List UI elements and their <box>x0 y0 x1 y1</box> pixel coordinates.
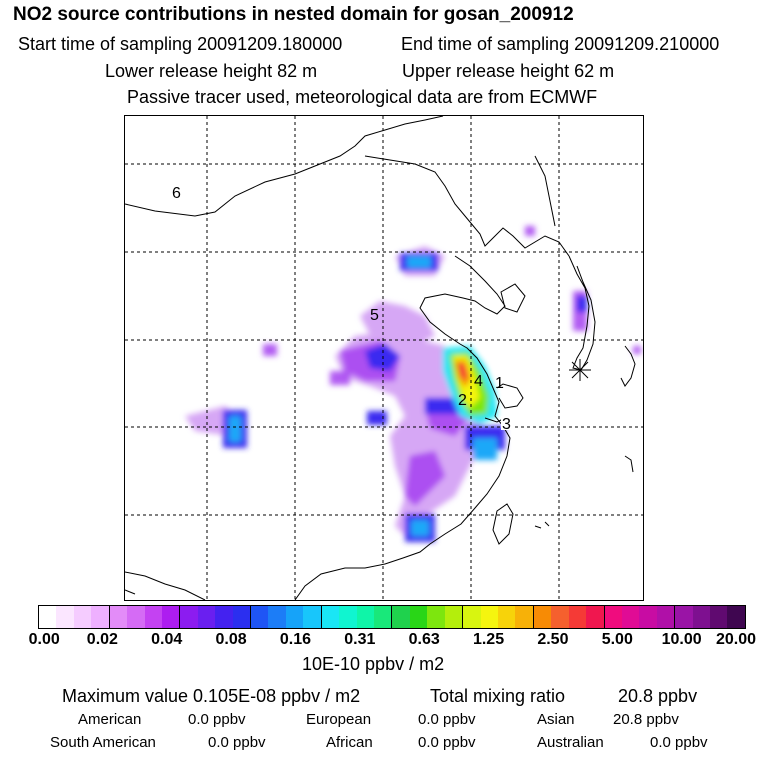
colorbar-swatch <box>427 606 445 628</box>
region-label-6: 6 <box>172 185 181 202</box>
region-label-4: 4 <box>474 373 483 390</box>
colorbar-swatch <box>568 606 587 628</box>
map-panel: 6 5 4 1 2 3 <box>124 115 644 601</box>
colorbar-swatch <box>463 606 481 628</box>
south-american-label: South American <box>50 734 156 751</box>
colorbar-swatch <box>56 606 74 628</box>
colorbar-swatch <box>73 606 92 628</box>
colorbar-swatch <box>692 606 711 628</box>
colorbar-swatch <box>392 606 410 628</box>
region-label-5: 5 <box>370 307 379 324</box>
lower-release-label: Lower release height 82 m <box>105 61 318 81</box>
colorbar-swatch <box>710 606 728 628</box>
colorbar-swatch <box>303 606 322 628</box>
graticule <box>125 116 643 600</box>
colorbar-swatch <box>621 606 640 628</box>
colorbar-swatch <box>268 606 286 628</box>
colorbar-swatch <box>180 606 198 628</box>
colorbar-tick-label: 5.00 <box>601 631 633 648</box>
colorbar-swatch <box>109 606 128 628</box>
european-label: European <box>306 711 372 728</box>
colorbar-swatch <box>497 606 516 628</box>
colorbar-swatch <box>39 606 57 628</box>
region-label-1: 1 <box>495 375 504 392</box>
european-value: 0.0 ppbv <box>418 711 476 728</box>
colorbar-swatch <box>232 606 252 628</box>
colorbar-tick-label: 1.25 <box>472 631 505 648</box>
colorbar-swatch <box>374 606 393 628</box>
australian-value: 0.0 ppbv <box>650 734 708 751</box>
asian-value: 20.8 ppbv <box>613 711 679 728</box>
colorbar-tick-label: 0.08 <box>215 631 247 648</box>
colorbar-swatch <box>285 606 304 628</box>
american-value: 0.0 ppbv <box>188 711 246 728</box>
receptor-marker <box>569 359 591 381</box>
colorbar-swatch <box>656 606 676 628</box>
colorbar-swatch <box>339 606 357 628</box>
colorbar-swatch <box>604 606 622 628</box>
region-label-2: 2 <box>458 392 467 409</box>
colorbar-swatch <box>144 606 162 628</box>
upper-release-label: Upper release height 62 m <box>402 61 615 81</box>
colorbar <box>38 605 746 629</box>
coastlines <box>125 116 636 600</box>
colorbar-swatch <box>586 606 605 628</box>
max-value-label: Maximum value 0.105E-08 ppbv / m2 <box>62 686 361 706</box>
colorbar-swatch <box>727 606 745 628</box>
total-mixing-label: Total mixing ratio <box>430 686 566 706</box>
colorbar-tick-label: 0.04 <box>151 631 183 648</box>
colorbar-swatch <box>251 606 269 628</box>
colorbar-tick-label: 20.00 <box>715 631 757 648</box>
australian-label: Australian <box>537 734 604 751</box>
colorbar-tick-label: 10.00 <box>661 631 702 648</box>
colorbar-tick-label: 0.31 <box>344 631 376 648</box>
african-value: 0.0 ppbv <box>418 734 476 751</box>
colorbar-swatch <box>356 606 375 628</box>
colorbar-swatch <box>91 606 110 628</box>
colorbar-tick-label: 2.50 <box>537 631 569 648</box>
colorbar-swatch <box>551 606 569 628</box>
colorbar-swatch <box>197 606 216 628</box>
colorbar-swatch <box>533 606 552 628</box>
colorbar-swatch <box>215 606 233 628</box>
tracer-note: Passive tracer used, meteorological data… <box>127 87 598 107</box>
concentration-plume <box>185 226 641 542</box>
colorbar-swatch <box>639 606 657 628</box>
colorbar-swatch <box>444 606 464 628</box>
colorbar-unit: 10E-10 ppbv / m2 <box>302 654 445 674</box>
asian-label: Asian <box>537 711 575 728</box>
colorbar-tick-label: 0.00 <box>28 631 60 648</box>
chart-title: NO2 source contributions in nested domai… <box>13 4 574 25</box>
start-time-label: Start time of sampling 20091209.180000 <box>18 34 343 54</box>
south-american-value: 0.0 ppbv <box>208 734 266 751</box>
african-label: African <box>326 734 373 751</box>
end-time-label: End time of sampling 20091209.210000 <box>401 34 720 54</box>
colorbar-tick-label: 0.63 <box>408 631 440 648</box>
colorbar-swatch <box>321 606 340 628</box>
colorbar-swatch <box>127 606 145 628</box>
colorbar-swatch <box>515 606 534 628</box>
colorbar-tick-label: 0.16 <box>279 631 312 648</box>
colorbar-swatch <box>675 606 693 628</box>
total-mixing-value: 20.8 ppbv <box>618 686 698 706</box>
colorbar-tick-label: 0.02 <box>86 631 118 648</box>
american-label: American <box>78 711 142 728</box>
colorbar-swatch <box>409 606 428 628</box>
region-label-3: 3 <box>502 416 511 433</box>
colorbar-swatch <box>480 606 498 628</box>
colorbar-swatch <box>161 606 181 628</box>
